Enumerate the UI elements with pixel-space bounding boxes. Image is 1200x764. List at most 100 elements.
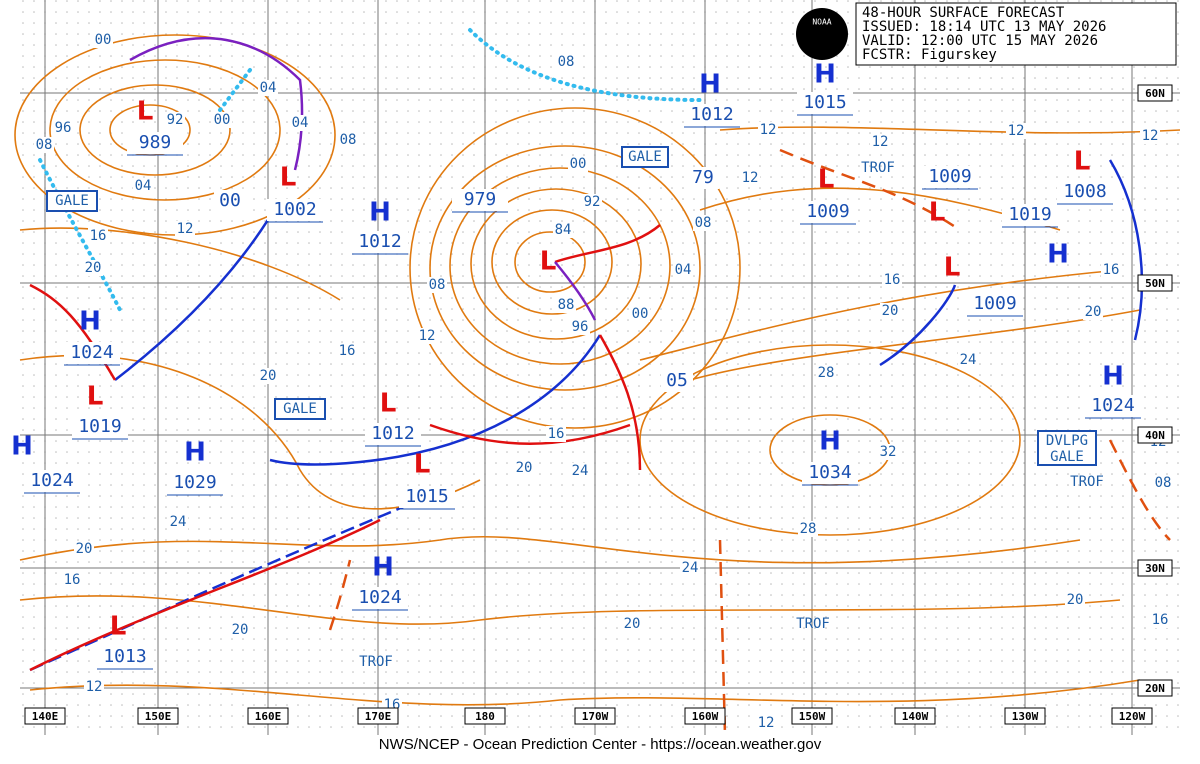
isobar-label-bg (88, 228, 108, 244)
pressure-bg (802, 462, 858, 484)
isobar-label: 08 (695, 215, 712, 231)
isobar-label: 00 (632, 306, 649, 322)
lat-box (1137, 559, 1173, 577)
isobar-label: 00 (95, 32, 112, 48)
center-symbol: L (110, 612, 127, 642)
pressure-bg (687, 167, 719, 189)
isobar-label: 16 (1152, 612, 1169, 628)
isobar-label-bg (556, 297, 576, 313)
isobar-label-bg (212, 112, 232, 128)
isobar-label-bg (870, 134, 890, 150)
lon-box (24, 707, 66, 725)
isobar-label-bg (570, 463, 590, 479)
pressure-bg (399, 486, 455, 508)
warning-label: DVLPG (1046, 433, 1088, 449)
pressure-label: 05 (666, 370, 688, 391)
center-symbol: H (369, 198, 391, 228)
header-line: FCSTR: Figurskey (862, 47, 997, 63)
isobar-label-bg (798, 521, 818, 537)
isobar-label-bg (175, 221, 195, 237)
isobar-label-bg (582, 194, 602, 210)
isobar-label-bg (133, 178, 153, 194)
pressure-bg (452, 189, 508, 211)
isobar-label: 08 (1155, 475, 1172, 491)
isobar-label: 08 (429, 277, 446, 293)
isobar-label: 12 (760, 122, 777, 138)
isobar-label-bg (693, 215, 713, 231)
center-symbol: L (944, 253, 961, 283)
trough-label: TROF (796, 616, 830, 632)
center-pressure: 1029 (173, 472, 216, 493)
warning-box (46, 190, 98, 212)
isobar-label-bg (1006, 123, 1026, 139)
center-symbol: H (699, 70, 721, 100)
lon-label: 180 (475, 710, 495, 723)
pressure-bg (1002, 204, 1058, 226)
isobar-label: 32 (880, 444, 897, 460)
isobar-label: 04 (292, 115, 309, 131)
isobar-label-bg (816, 365, 836, 381)
isobar-label-bg (258, 368, 278, 384)
header-box (855, 2, 1177, 66)
isobar-label: 04 (135, 178, 152, 194)
pressure-bg (1085, 395, 1141, 417)
isobar-label: 20 (1067, 592, 1084, 608)
isobar-label-bg (570, 319, 590, 335)
isobar-label-bg (546, 426, 566, 442)
center-pressure: 1009 (806, 201, 849, 222)
footer: NWS/NCEP - Ocean Prediction Center - htt… (379, 736, 822, 753)
center-pressure: 1024 (1091, 395, 1134, 416)
isobar-label: 16 (548, 426, 565, 442)
logo-text: NOAA (812, 18, 831, 27)
isobar-label: 04 (260, 80, 277, 96)
isobar-label-bg (93, 32, 113, 48)
isobar-label-bg (338, 132, 358, 148)
center-symbol: H (819, 427, 841, 457)
center-pressure: 1008 (1063, 181, 1106, 202)
warning-label: GALE (1050, 449, 1084, 465)
noaa-logo (796, 8, 848, 60)
lat-label: 20N (1145, 682, 1165, 695)
isobar-label-bg (290, 115, 310, 131)
fronts (29, 36, 1171, 736)
lon-label: 170W (582, 710, 609, 723)
labels: H1012H1015H1012H1024H1029H1024H1034H1024… (11, 32, 1173, 731)
lon-box (894, 707, 936, 725)
isobar-label-bg (680, 560, 700, 576)
trough-label: TROF (1070, 474, 1104, 490)
center-symbol: L (1074, 147, 1091, 177)
header-line: ISSUED: 18:14 UTC 13 MAY 2026 (862, 19, 1106, 35)
isobar-label-bg (740, 170, 760, 186)
header-line: 48-HOUR SURFACE FORECAST (862, 5, 1065, 21)
isobar-label-bg (74, 541, 94, 557)
center-pressure: 1012 (371, 423, 414, 444)
isobar-label-bg (53, 120, 73, 136)
isobar-label-bg (337, 343, 357, 359)
isobar-label: 20 (85, 260, 102, 276)
isobar-label: 16 (64, 572, 81, 588)
lon-label: 150E (145, 710, 172, 723)
isobar-label: 24 (960, 352, 977, 368)
center-pressure: 1012 (690, 104, 733, 125)
isobar-label-bg (756, 715, 776, 731)
center-symbol: L (280, 163, 297, 193)
isobar-label: 20 (882, 303, 899, 319)
isobar-label-bg (880, 303, 900, 319)
isobar-label-bg (758, 122, 778, 138)
lon-box (357, 707, 399, 725)
lon-label: 150W (799, 710, 826, 723)
isobar-label: 12 (177, 221, 194, 237)
isobar-label: 96 (572, 319, 589, 335)
warning-label: GALE (283, 401, 317, 417)
isobar-label-bg (427, 277, 447, 293)
pressure-bg (267, 199, 323, 221)
isobar-label: 16 (884, 272, 901, 288)
isobar-label-bg (1083, 304, 1103, 320)
pressure-bg (214, 190, 246, 212)
isobar-label: 84 (555, 222, 572, 238)
pressure-bg (797, 92, 853, 114)
isobar-label: 88 (558, 297, 575, 313)
isobar-label-bg (553, 222, 573, 238)
